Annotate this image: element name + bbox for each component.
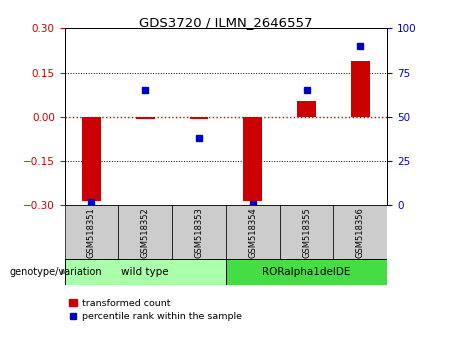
Bar	[172, 205, 226, 260]
Text: GSM518352: GSM518352	[141, 207, 150, 258]
Bar	[297, 101, 316, 117]
Bar	[333, 205, 387, 260]
Text: GSM518354: GSM518354	[248, 207, 257, 258]
Text: GDS3720 / ILMN_2646557: GDS3720 / ILMN_2646557	[139, 16, 313, 29]
Text: GSM518356: GSM518356	[356, 207, 365, 258]
Text: genotype/variation: genotype/variation	[9, 267, 102, 277]
Text: GSM518355: GSM518355	[302, 207, 311, 258]
Bar	[351, 61, 370, 117]
Bar	[65, 259, 226, 285]
Bar	[226, 205, 280, 260]
Bar	[82, 117, 101, 201]
Text: RORalpha1delDE: RORalpha1delDE	[262, 267, 351, 277]
Bar	[280, 205, 333, 260]
Bar	[65, 205, 118, 260]
Bar	[189, 117, 208, 119]
Bar	[243, 117, 262, 201]
Bar	[136, 117, 154, 119]
Text: GSM518353: GSM518353	[195, 207, 203, 258]
Bar	[226, 259, 387, 285]
Legend: transformed count, percentile rank within the sample: transformed count, percentile rank withi…	[69, 298, 242, 321]
Text: wild type: wild type	[121, 267, 169, 277]
Text: GSM518351: GSM518351	[87, 207, 96, 258]
Bar	[118, 205, 172, 260]
